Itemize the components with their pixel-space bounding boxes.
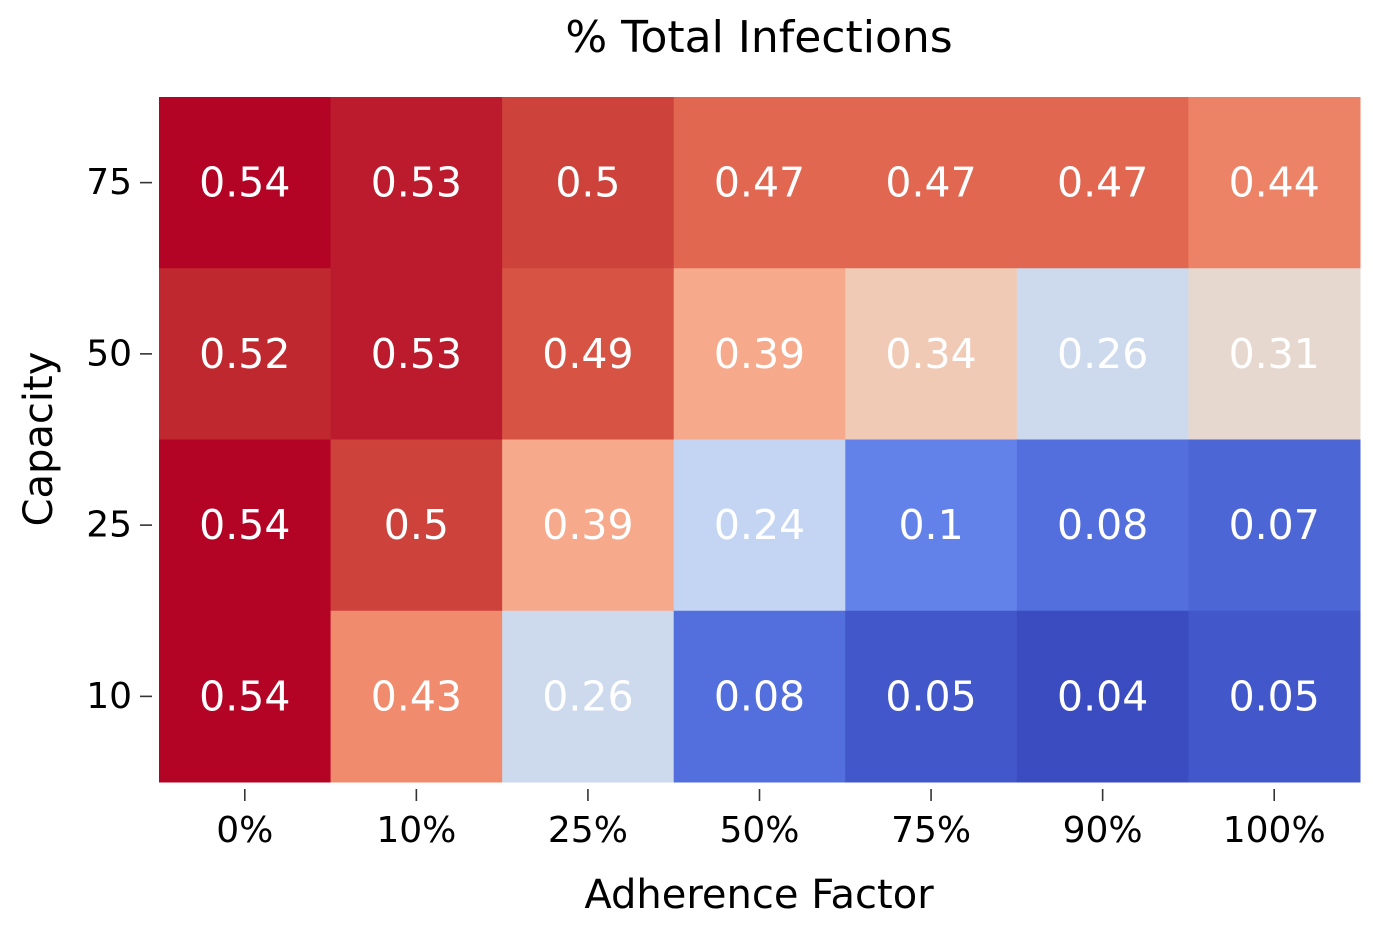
heatmap-cell <box>1016 97 1189 269</box>
cell-value-label: 0.54 <box>199 672 290 720</box>
cell-value-label: 0.1 <box>898 501 963 549</box>
cell-value-label: 0.08 <box>714 672 805 720</box>
cell-value-label: 0.47 <box>1057 159 1148 207</box>
cell-value-label: 0.34 <box>885 330 976 378</box>
y-axis-label: Capacity <box>16 352 62 527</box>
cell-value-label: 0.5 <box>384 501 449 549</box>
cell-value-label: 0.44 <box>1229 159 1320 207</box>
heatmap-cell <box>159 439 332 612</box>
heatmap-cell <box>159 610 332 783</box>
x-tick-label: 100% <box>1223 810 1326 851</box>
heatmap-cell <box>1016 610 1189 783</box>
y-tick-label: 75 <box>86 162 132 203</box>
cell-value-label: 0.5 <box>555 159 620 207</box>
cell-value-label: 0.39 <box>542 501 633 549</box>
cell-value-label: 0.05 <box>885 672 976 720</box>
y-tick-label: 25 <box>86 505 132 546</box>
heatmap-cell <box>502 268 675 440</box>
cell-value-label: 0.43 <box>371 672 462 720</box>
heatmap-cell <box>502 97 675 269</box>
cell-value-label: 0.53 <box>371 159 462 207</box>
heatmap-cell <box>845 610 1018 783</box>
cell-value-label: 0.39 <box>714 330 805 378</box>
heatmap-cell <box>1188 439 1361 612</box>
heatmap-cell <box>159 97 332 269</box>
y-axis-ticks: 75 50 25 10 <box>86 162 152 717</box>
cell-value-label: 0.08 <box>1057 501 1148 549</box>
cell-value-label: 0.31 <box>1229 330 1320 378</box>
heatmap-cell <box>330 439 503 612</box>
x-tick-label: 25% <box>548 810 628 851</box>
heatmap-cell <box>1188 97 1361 269</box>
y-tick-label: 10 <box>86 676 132 717</box>
chart-title: % Total Infections <box>565 12 952 63</box>
x-tick-label: 0% <box>216 810 273 851</box>
heatmap-cell <box>845 97 1018 269</box>
heatmap-cell <box>330 610 503 783</box>
cell-value-label: 0.53 <box>371 330 462 378</box>
heatmap-cell <box>330 268 503 440</box>
heatmap-cell <box>845 439 1018 612</box>
heatmap-cell <box>1188 268 1361 440</box>
heatmap-cell <box>502 610 675 783</box>
cell-value-label: 0.26 <box>542 672 633 720</box>
x-tick-label: 50% <box>719 810 799 851</box>
x-tick-label: 90% <box>1063 810 1143 851</box>
cell-value-label: 0.49 <box>542 330 633 378</box>
cell-value-label: 0.52 <box>199 330 290 378</box>
cell-value-label: 0.47 <box>885 159 976 207</box>
heatmap-cell <box>673 439 846 612</box>
heatmap-cell <box>159 268 332 440</box>
heatmap-cell <box>1016 268 1189 440</box>
cell-value-label: 0.04 <box>1057 672 1148 720</box>
heatmap-cell <box>845 268 1018 440</box>
x-tick-label: 75% <box>891 810 971 851</box>
heatmap-cell <box>673 610 846 783</box>
heatmap-cell <box>502 439 675 612</box>
heatmap-cells <box>159 97 1361 783</box>
heatmap-value-labels: 0.54 0.53 0.5 0.47 0.47 0.47 0.44 0.52 0.53 0.49 0… <box>199 159 1320 721</box>
cell-value-label: 0.05 <box>1229 672 1320 720</box>
cell-value-label: 0.07 <box>1229 501 1320 549</box>
y-tick-label: 50 <box>86 333 132 374</box>
cell-value-label: 0.26 <box>1057 330 1148 378</box>
cell-value-label: 0.24 <box>714 501 805 549</box>
cell-value-label: 0.54 <box>199 159 290 207</box>
heatmap-cell <box>330 97 503 269</box>
x-axis-label: Adherence Factor <box>584 872 934 918</box>
heatmap-cell <box>673 268 846 440</box>
heatmap-cell <box>1188 610 1361 783</box>
heatmap-cell <box>673 97 846 269</box>
cell-value-label: 0.54 <box>199 501 290 549</box>
x-axis-ticks: 0% 10% 25% 50% 75% 90% 100% <box>216 789 1326 851</box>
cell-value-label: 0.47 <box>714 159 805 207</box>
x-tick-label: 10% <box>376 810 456 851</box>
heatmap-cell <box>1016 439 1189 612</box>
